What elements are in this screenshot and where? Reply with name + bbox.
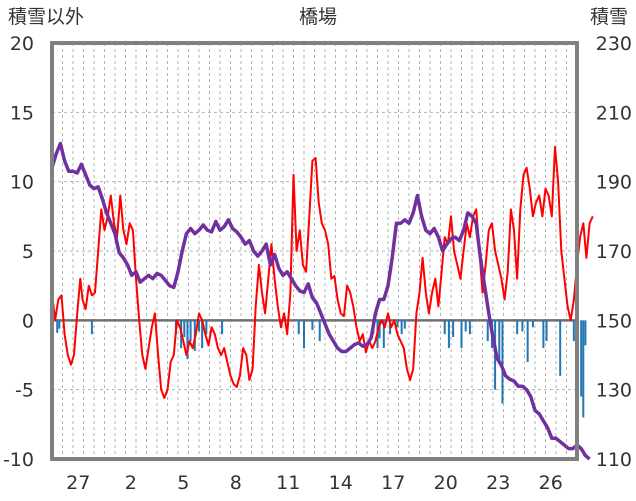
precip-bar <box>464 320 467 332</box>
precip-bar <box>396 320 399 328</box>
precip-bar <box>90 320 93 335</box>
precip-bar <box>580 320 583 397</box>
left-tick-label: 15 <box>10 102 34 124</box>
right-tick-label: 210 <box>596 102 632 124</box>
x-tick-label: 11 <box>276 472 300 494</box>
precip-bar <box>201 320 204 349</box>
precip-bar <box>447 320 450 349</box>
precip-bar <box>297 320 300 335</box>
right-tick-label: 230 <box>596 33 632 55</box>
precip-bar <box>189 320 192 342</box>
precip-bar <box>526 320 529 362</box>
right-tick-label: 190 <box>596 172 632 194</box>
precip-bar <box>403 320 406 329</box>
precip-bar <box>183 320 186 337</box>
x-tick-label: 5 <box>177 472 189 494</box>
x-tick-label: 20 <box>434 472 458 494</box>
precip-bar <box>58 320 61 329</box>
precip-bar <box>542 320 545 349</box>
precip-bar <box>498 320 501 362</box>
series-layer <box>50 141 594 461</box>
x-tick-label: 14 <box>329 472 353 494</box>
left-tick-label: 0 <box>22 310 34 332</box>
precip-bar <box>486 320 489 342</box>
precip-bar <box>221 320 224 335</box>
left-tick-label: 5 <box>22 241 34 263</box>
x-tick-label: 23 <box>486 472 510 494</box>
right-tick-label: 130 <box>596 380 632 402</box>
right-axis-label: 積雪 <box>590 6 628 28</box>
precip-bar <box>186 320 189 360</box>
precip-bar <box>521 320 524 332</box>
chart-title: 橋場 <box>299 6 337 28</box>
left-axis-label: 積雪以外 <box>8 6 84 28</box>
precip-bar <box>443 320 446 335</box>
plot-border <box>50 41 579 461</box>
right-axis-ticks: 230 210 190 170 150 130 110 <box>596 33 632 471</box>
left-axis-ticks: 20 15 10 5 0 -5 -10 <box>3 33 34 471</box>
x-tick-label: 26 <box>539 472 563 494</box>
precip-bar <box>400 320 403 335</box>
precip-bar <box>531 320 534 328</box>
left-tick-label: 20 <box>10 33 34 55</box>
right-tick-label: 150 <box>596 310 632 332</box>
right-tick-label: 110 <box>596 449 632 471</box>
precip-bar <box>198 320 200 332</box>
precip-bar <box>559 320 562 376</box>
x-axis-ticks: 27 2 5 8 11 14 17 20 23 26 <box>66 472 563 494</box>
x-tick-label: 17 <box>381 472 405 494</box>
precip-bar <box>205 320 208 335</box>
temperature-line <box>51 146 594 399</box>
left-tick-label: -10 <box>3 449 34 471</box>
precip-bar <box>545 320 548 342</box>
precip-bar <box>382 320 385 349</box>
precip-bar <box>572 320 575 342</box>
precip-bar <box>311 320 314 331</box>
precip-bar <box>452 320 455 337</box>
right-tick-label: 170 <box>596 241 632 263</box>
x-tick-label: 27 <box>66 472 90 494</box>
left-tick-label: 10 <box>10 172 34 194</box>
x-tick-label: 8 <box>230 472 242 494</box>
precip-bar <box>582 320 585 418</box>
precip-bar <box>56 320 59 333</box>
precip-bar <box>378 320 381 339</box>
precip-bar <box>584 320 587 346</box>
left-tick-label: -5 <box>15 380 34 402</box>
precip-bar <box>460 320 463 349</box>
precip-bar <box>516 320 519 335</box>
precip-bar <box>468 320 471 335</box>
precip-bar <box>501 320 504 404</box>
snow-depth-line <box>50 141 591 461</box>
precip-bar <box>318 320 321 342</box>
x-tick-label: 2 <box>125 472 137 494</box>
precip-bar <box>303 320 305 349</box>
